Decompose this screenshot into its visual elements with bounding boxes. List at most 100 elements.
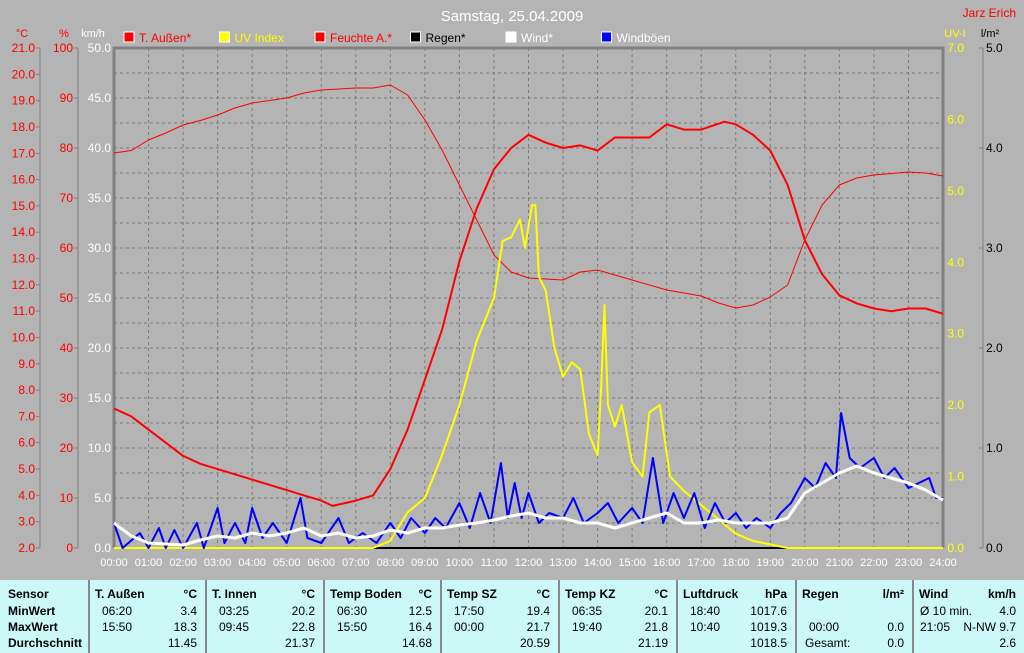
y-tick-label: 18.0 <box>12 120 36 134</box>
x-tick-label: 24:00 <box>929 557 957 569</box>
y-tick-label: 5.0 <box>947 184 964 198</box>
x-tick-label: 13:00 <box>549 557 577 569</box>
y-tick-label: 20.0 <box>88 341 112 355</box>
y-tick-label: 5.0 <box>986 41 1003 55</box>
x-tick-label: 15:00 <box>618 557 646 569</box>
y-tick-label: 50.0 <box>88 41 112 55</box>
y-tick-label: 30 <box>60 391 74 405</box>
x-tick-label: 23:00 <box>895 557 923 569</box>
legend-swatch <box>219 31 230 43</box>
x-tick-label: 16:00 <box>653 557 681 569</box>
x-tick-label: 02:00 <box>169 557 197 569</box>
min-value: 1017.6 <box>750 604 787 618</box>
y-tick-label: 0.0 <box>947 541 964 555</box>
max-value: N-NW 9.7 <box>963 620 1016 634</box>
column-name: Temp KZ <box>565 587 616 601</box>
y-tick-label: 4.0 <box>986 141 1003 155</box>
x-tick-label: 18:00 <box>722 557 750 569</box>
y-tick-label: 5.0 <box>94 491 111 505</box>
column-unit: hPa <box>764 587 787 601</box>
y-tick-label: 30.0 <box>88 241 112 255</box>
x-tick-label: 11:00 <box>481 557 508 569</box>
y-tick-label: 40 <box>60 341 74 355</box>
max-value: 21.7 <box>526 620 550 634</box>
y-tick-label: 45.0 <box>88 91 112 105</box>
y-tick-label: 17.0 <box>12 146 36 160</box>
weather-chart: Samstag, 25.04.2009 Jarz Erich 00:00 01:0… <box>12 6 1016 569</box>
legend-swatch <box>410 31 421 43</box>
stats-column: T. Innen °C 03:25 20.2 09:45 22.8 21.37 <box>207 580 325 653</box>
legend-label: T. Außen* <box>139 31 191 45</box>
column-name: T. Außen <box>95 587 145 601</box>
min-time: 03:25 <box>219 604 250 618</box>
x-tick-label: 09:00 <box>411 557 439 569</box>
x-tick-label: 12:00 <box>515 557 543 569</box>
legend-label: Wind* <box>521 31 553 45</box>
column-name: Temp Boden <box>330 587 402 601</box>
y-tick-label: 100 <box>53 41 73 55</box>
max-value: 22.8 <box>291 620 315 634</box>
y-tick-label: 6.0 <box>18 436 35 450</box>
column-unit: °C <box>536 587 550 601</box>
stats-column: Temp Boden °C 06:30 12.5 15:50 16.4 14.68 <box>325 580 442 653</box>
y-tick-label: 0.0 <box>94 541 111 555</box>
y-tick-label: 4.0 <box>18 488 35 502</box>
legend-label: Feuchte A.* <box>330 31 392 45</box>
stats-column: Regen l/m² 00:00 0.0 Gesamt: 0.0 <box>797 580 914 653</box>
min-time: 17:50 <box>454 604 485 618</box>
y-tick-label: 21.0 <box>12 41 36 55</box>
max-time: 19:40 <box>572 620 603 634</box>
column-unit: km/h <box>987 587 1016 601</box>
chart-title: Samstag, 25.04.2009 <box>441 8 584 25</box>
series-line-feuchte-a <box>113 84 944 309</box>
axis-unit-label: km/h <box>81 28 105 40</box>
y-tick-label: 50 <box>60 291 74 305</box>
max-value: 16.4 <box>408 620 432 634</box>
min-time: Ø 10 min. <box>920 604 973 618</box>
y-tick-label: 70 <box>60 191 74 205</box>
legend-label: Regen* <box>426 31 466 45</box>
x-tick-label: 01:00 <box>135 557 163 569</box>
avg-value: 11.45 <box>167 636 197 650</box>
x-tick-label: 21:00 <box>826 557 854 569</box>
y-tick-label: 3.0 <box>947 327 964 341</box>
legend-swatch <box>123 31 135 43</box>
x-tick-label: 22:00 <box>860 557 888 569</box>
series-line-uv-index <box>114 204 943 549</box>
min-time: 06:20 <box>102 604 133 618</box>
column-unit: °C <box>418 587 432 601</box>
column-name: Temp SZ <box>447 587 497 601</box>
row-label: Sensor <box>8 587 49 601</box>
y-tick-label: 15.0 <box>88 391 112 405</box>
legend-swatch <box>505 31 517 43</box>
min-value: 3.4 <box>180 604 197 618</box>
author-label: Jarz Erich <box>963 6 1016 20</box>
max-time: 09:45 <box>219 620 250 634</box>
y-tick-label: 3.0 <box>18 515 35 529</box>
series-line-wind <box>113 464 944 547</box>
max-time: 15:50 <box>102 620 133 634</box>
y-tick-label: 2.0 <box>947 398 964 412</box>
column-unit: °C <box>183 587 197 601</box>
min-value: 12.5 <box>408 604 432 618</box>
column-name: Wind <box>919 587 949 601</box>
column-unit: °C <box>654 587 668 601</box>
y-tick-label: 7.0 <box>947 41 964 55</box>
legend-swatch <box>601 31 612 43</box>
y-tick-label: 16.0 <box>12 173 36 187</box>
y-tick-label: 1.0 <box>986 441 1003 455</box>
x-tick-label: 05:00 <box>273 557 301 569</box>
y-tick-label: 60 <box>60 241 74 255</box>
legend-label: Windböen <box>617 31 671 45</box>
y-tick-label: 7.0 <box>18 409 35 423</box>
max-time: 00:00 <box>454 620 485 634</box>
stats-column: Luftdruck hPa 18:40 1017.6 10:40 1019.3 1018.5 <box>678 580 797 653</box>
y-tick-label: 11.0 <box>13 304 36 318</box>
min-time: 18:40 <box>690 604 721 618</box>
row-label: MaxWert <box>8 620 58 634</box>
y-tick-label: 12.0 <box>12 278 36 292</box>
x-tick-label: 14:00 <box>584 557 612 569</box>
axis-unit-label: % <box>59 28 69 40</box>
row-label: Durchschnitt <box>8 636 83 650</box>
y-tick-label: 1.0 <box>947 470 964 484</box>
